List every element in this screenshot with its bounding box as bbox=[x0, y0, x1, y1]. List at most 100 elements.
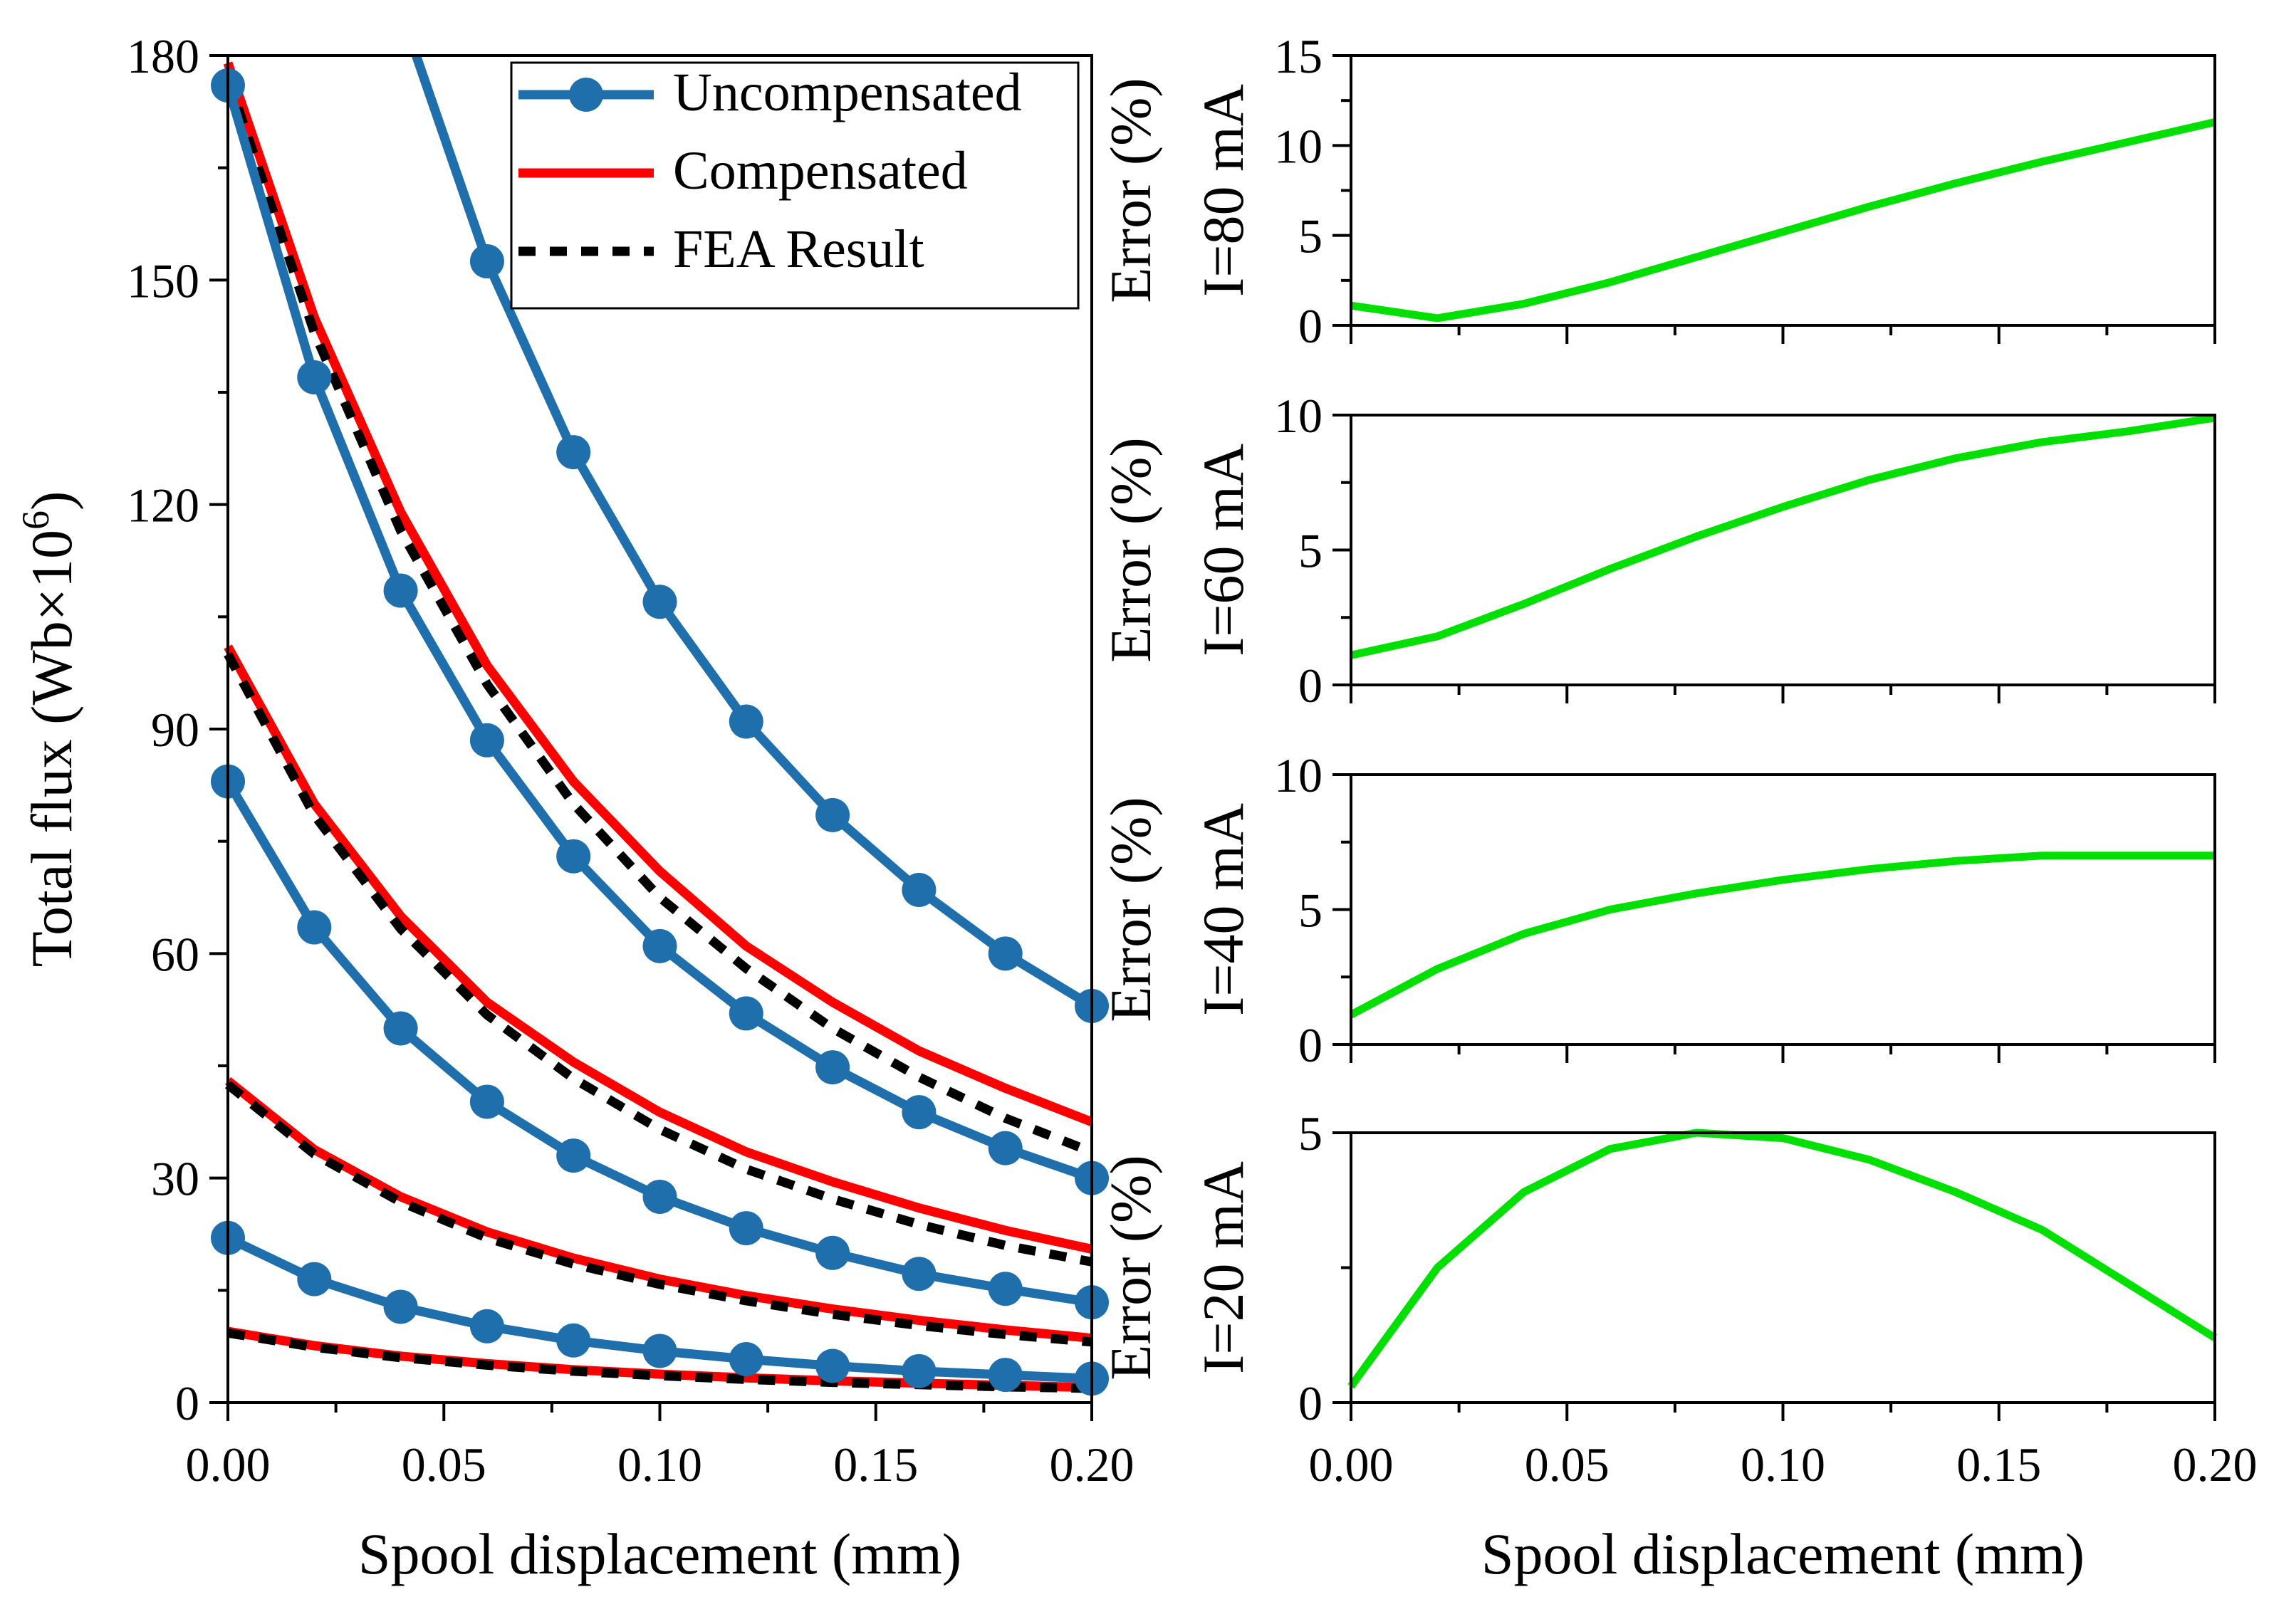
error-plot-60ma: 0 5 10 Error (%) I=60 mA bbox=[1098, 389, 2216, 713]
error-2-y-tick-label: 0 bbox=[1298, 1018, 1323, 1072]
main-y-tick-label: 150 bbox=[127, 253, 199, 308]
data-point-uncompensated bbox=[469, 244, 504, 279]
error-curve bbox=[1349, 852, 2215, 1019]
data-point-uncompensated bbox=[988, 1272, 1023, 1306]
error-y-axis-title: Error (%) bbox=[1098, 797, 1163, 1022]
error-1-frame bbox=[1350, 414, 2216, 686]
legend: Uncompensated Compensated FEA Result bbox=[510, 61, 1080, 310]
error-1-y-tick-label: 0 bbox=[1298, 659, 1323, 713]
data-point-uncompensated bbox=[729, 1342, 763, 1377]
data-point-uncompensated bbox=[902, 1257, 937, 1292]
error-2-frame bbox=[1350, 773, 2216, 1046]
legend-box bbox=[510, 61, 1080, 310]
data-point-uncompensated bbox=[556, 839, 591, 874]
error-3-x-tick-label: 0.10 bbox=[1741, 1437, 1825, 1492]
error-0-y-tick-label: 10 bbox=[1274, 119, 1323, 173]
current-label: I=80 mA bbox=[1191, 84, 1256, 297]
current-label: I=40 mA bbox=[1191, 803, 1256, 1016]
main-y-tick-label: 120 bbox=[127, 478, 199, 533]
current-label: I=20 mA bbox=[1191, 1161, 1256, 1374]
data-point-uncompensated bbox=[297, 1262, 332, 1296]
error-1-y-tick-label: 5 bbox=[1298, 524, 1323, 578]
data-point-uncompensated bbox=[815, 1050, 850, 1085]
error-curve bbox=[1347, 1128, 2217, 1389]
error-0-frame bbox=[1350, 54, 2216, 327]
main-x-tick-label: 0.00 bbox=[186, 1437, 271, 1492]
data-point-uncompensated bbox=[902, 1095, 937, 1130]
data-point-uncompensated bbox=[729, 704, 763, 739]
data-point-uncompensated bbox=[642, 585, 677, 619]
error-plot-20ma: 0 5 0.00 0.05 0.10 0.15 0.20 Error (%) I=20 mA Sp… bbox=[1098, 1106, 2258, 1586]
main-x-tick-label: 0.20 bbox=[1050, 1437, 1134, 1492]
data-point-uncompensated bbox=[297, 360, 332, 394]
legend-label-compensated: Compensated bbox=[673, 141, 968, 201]
series-line-compensated bbox=[223, 61, 1094, 1126]
main-y-tick-label: 90 bbox=[151, 703, 199, 757]
data-point-uncompensated bbox=[642, 1334, 677, 1368]
error-3-frame bbox=[1350, 1131, 2216, 1404]
main-y-tick-label: 180 bbox=[127, 29, 199, 83]
error-0-y-tick-label: 0 bbox=[1298, 299, 1323, 353]
data-point-uncompensated bbox=[815, 797, 850, 832]
series-line-fea-result bbox=[226, 1328, 1092, 1393]
data-point-uncompensated bbox=[297, 910, 332, 945]
error-curve bbox=[1350, 118, 2216, 323]
data-point-uncompensated bbox=[384, 0, 418, 28]
error-y-axis-title: Error (%) bbox=[1098, 1155, 1163, 1380]
error-0-y-tick-label: 15 bbox=[1274, 29, 1323, 83]
legend-marker-uncompensated bbox=[569, 78, 603, 112]
main-flux-plot: 0 30 60 90 120 150 180 0.00 0.05 0.10 0.15 0.20 Spoo… bbox=[14, 0, 1134, 1586]
error-plot-40ma: 0 5 10 Error (%) I=40 mA bbox=[1098, 748, 2216, 1072]
legend-label-uncompensated: Uncompensated bbox=[673, 63, 1022, 122]
error-2-y-tick-label: 10 bbox=[1274, 748, 1323, 802]
legend-label-fea-result: FEA Result bbox=[673, 219, 924, 279]
data-point-uncompensated bbox=[988, 1358, 1023, 1393]
data-point-uncompensated bbox=[556, 435, 591, 470]
main-x-tick-label: 0.10 bbox=[617, 1437, 702, 1492]
data-point-uncompensated bbox=[383, 1289, 418, 1324]
error-3-x-tick-label: 0.20 bbox=[2173, 1437, 2258, 1492]
data-point-uncompensated bbox=[815, 1348, 850, 1383]
data-point-uncompensated bbox=[383, 573, 418, 608]
data-point-uncompensated bbox=[469, 723, 504, 758]
error-3-y-tick-label: 0 bbox=[1298, 1376, 1323, 1430]
data-point-uncompensated bbox=[642, 1179, 677, 1214]
data-point-uncompensated bbox=[729, 1211, 763, 1246]
y-axis-title-superscript: 6 bbox=[14, 510, 57, 530]
current-label: I=60 mA bbox=[1191, 444, 1256, 656]
data-point-uncompensated bbox=[642, 928, 677, 963]
error-1-y-tick-label: 10 bbox=[1274, 389, 1323, 443]
data-point-uncompensated bbox=[902, 1353, 937, 1388]
error-y-axis-title: Error (%) bbox=[1098, 437, 1163, 662]
error-3-x-tick-label: 0.00 bbox=[1309, 1437, 1394, 1492]
data-point-uncompensated bbox=[469, 1309, 504, 1343]
data-point-uncompensated bbox=[729, 996, 763, 1031]
error-curve bbox=[1350, 414, 2216, 659]
main-x-tick-label: 0.05 bbox=[402, 1437, 486, 1492]
series-line-compensated bbox=[224, 644, 1093, 1254]
data-point-uncompensated bbox=[988, 1131, 1023, 1165]
series-line-fea-result bbox=[223, 76, 1094, 1156]
main-x-tick-label: 0.15 bbox=[833, 1437, 918, 1492]
data-point-uncompensated bbox=[383, 1011, 418, 1046]
main-y-tick-label: 0 bbox=[175, 1376, 199, 1430]
data-point-uncompensated bbox=[815, 1235, 850, 1270]
error-3-x-tick-label: 0.05 bbox=[1525, 1437, 1610, 1492]
error-3-y-tick-label: 5 bbox=[1298, 1106, 1323, 1161]
error-3-x-tick-label: 0.15 bbox=[1956, 1437, 2041, 1492]
y-axis-title-text: Total flux (Wb×10 bbox=[19, 530, 84, 967]
error-2-y-tick-label: 5 bbox=[1298, 884, 1323, 938]
data-point-uncompensated bbox=[902, 872, 937, 907]
main-y-axis-title: Total flux (Wb×106) bbox=[14, 491, 84, 968]
series-line-fea-result bbox=[224, 1081, 1092, 1347]
data-point-uncompensated bbox=[988, 936, 1023, 971]
main-y-tick-label: 30 bbox=[151, 1152, 199, 1206]
error-x-axis-title: Spool displacement (mm) bbox=[1481, 1521, 2085, 1586]
error-y-axis-title: Error (%) bbox=[1098, 78, 1163, 303]
error-0-y-tick-label: 5 bbox=[1298, 209, 1323, 263]
main-x-axis-title: Spool displacement (mm) bbox=[358, 1521, 961, 1586]
data-point-uncompensated bbox=[469, 1084, 504, 1119]
main-y-tick-label: 60 bbox=[151, 927, 199, 981]
main-plot-area bbox=[211, 0, 1109, 1396]
